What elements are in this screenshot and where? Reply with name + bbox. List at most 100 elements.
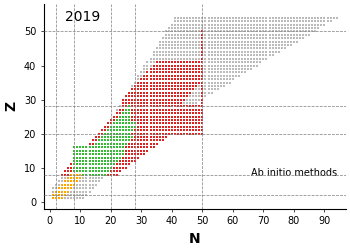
Point — [187, 64, 193, 68]
Point — [157, 122, 162, 126]
Point — [172, 111, 178, 115]
Point — [93, 149, 98, 153]
Point — [190, 91, 196, 95]
Point — [230, 40, 236, 44]
Point — [135, 87, 141, 91]
Point — [126, 104, 132, 108]
Point — [203, 16, 208, 20]
Point — [178, 118, 184, 122]
Point — [178, 115, 184, 119]
Point — [209, 70, 214, 74]
Point — [203, 33, 208, 37]
Point — [84, 172, 89, 176]
Point — [151, 91, 156, 95]
Point — [80, 186, 86, 190]
Point — [117, 169, 123, 173]
Point — [93, 169, 98, 173]
Point — [270, 36, 275, 40]
Point — [120, 152, 126, 156]
Point — [239, 46, 245, 50]
Point — [236, 26, 242, 30]
Point — [166, 94, 172, 98]
Point — [212, 77, 217, 81]
Point — [273, 50, 279, 54]
Point — [218, 77, 224, 81]
Point — [163, 77, 169, 81]
Point — [172, 118, 178, 122]
Point — [87, 186, 92, 190]
Point — [282, 16, 288, 20]
Point — [209, 60, 214, 64]
Point — [71, 166, 77, 170]
Point — [285, 33, 290, 37]
Point — [151, 94, 156, 98]
Point — [270, 50, 275, 54]
Point — [123, 125, 129, 129]
Point — [227, 36, 233, 40]
Point — [221, 36, 226, 40]
Point — [68, 196, 74, 200]
Point — [306, 16, 312, 20]
Point — [184, 87, 190, 91]
Point — [80, 145, 86, 149]
Point — [80, 183, 86, 187]
Point — [248, 57, 254, 61]
Point — [142, 108, 147, 112]
Point — [87, 176, 92, 180]
Point — [111, 115, 117, 119]
Point — [236, 67, 242, 71]
Point — [181, 57, 187, 61]
Point — [175, 70, 181, 74]
Point — [78, 172, 83, 176]
Point — [163, 46, 169, 50]
Point — [157, 64, 162, 68]
Point — [75, 183, 80, 187]
Point — [120, 125, 126, 129]
Point — [184, 115, 190, 119]
Point — [84, 183, 89, 187]
Point — [148, 74, 153, 78]
Point — [117, 128, 123, 132]
Point — [300, 16, 306, 20]
Point — [252, 26, 257, 30]
Point — [218, 36, 224, 40]
Point — [120, 128, 126, 132]
Point — [126, 125, 132, 129]
Point — [166, 132, 172, 136]
Text: Ab initio methods: Ab initio methods — [251, 168, 337, 178]
Point — [178, 16, 184, 20]
Point — [187, 50, 193, 54]
Point — [172, 132, 178, 136]
Point — [252, 36, 257, 40]
Point — [111, 132, 117, 136]
Point — [197, 36, 202, 40]
Point — [105, 132, 111, 136]
Point — [102, 138, 107, 142]
Point — [318, 16, 324, 20]
Point — [227, 80, 233, 84]
Point — [212, 84, 217, 88]
Point — [199, 33, 205, 37]
Point — [297, 36, 303, 40]
Point — [142, 145, 147, 149]
Point — [227, 19, 233, 23]
Point — [139, 70, 144, 74]
Point — [142, 64, 147, 68]
Point — [87, 166, 92, 170]
Point — [142, 104, 147, 108]
Point — [84, 180, 89, 184]
Point — [261, 43, 266, 47]
Point — [190, 43, 196, 47]
Point — [145, 74, 150, 78]
Point — [154, 128, 160, 132]
Point — [145, 115, 150, 119]
Point — [175, 108, 181, 112]
Point — [111, 172, 117, 176]
Point — [178, 46, 184, 50]
Point — [239, 53, 245, 57]
Point — [163, 122, 169, 126]
Point — [239, 50, 245, 54]
Point — [175, 60, 181, 64]
Point — [151, 138, 156, 142]
Point — [242, 46, 248, 50]
